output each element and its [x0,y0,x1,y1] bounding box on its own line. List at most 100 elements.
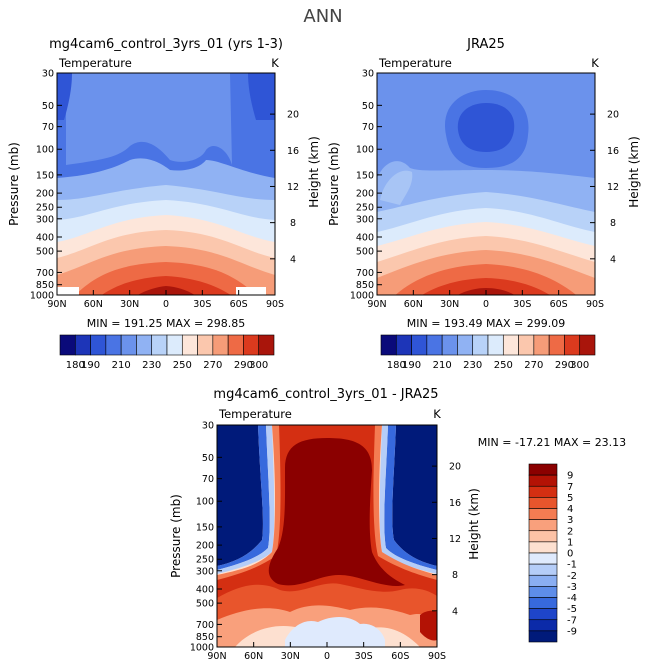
colorbar-label: -1 [567,560,577,571]
height-tick-label: 4 [610,254,616,265]
y-tick-label: 200 [36,189,54,200]
colorbar-label: 230 [463,360,482,371]
height-tick-label: 20 [607,110,619,121]
colorbar-swatch [487,334,504,356]
colorbar-swatch [502,334,519,356]
colorbar-swatch [528,563,558,576]
y-tick-label: 400 [196,584,214,595]
colorbar-swatch [197,334,214,356]
x-tick-label: 30S [355,651,373,662]
colorbar-swatch [528,485,558,498]
x-tick-label: 90N [47,299,66,310]
height-tick-label: 16 [287,146,299,157]
colorbar-swatch [528,474,558,487]
colorbar-label: 3 [567,515,573,526]
stats-label: MIN = -17.21 MAX = 23.13 [478,436,626,449]
colorbar-swatch [528,574,558,587]
y-tick-label: 250 [356,203,374,214]
contour-fill-neg-band-left [217,425,270,570]
colorbar-swatch [380,334,397,356]
colorbar-swatch [105,334,122,356]
y-tick-label: 70 [42,122,54,133]
surface-mask [236,287,266,295]
y-tick-label: 300 [196,566,214,577]
colorbar-label: 190 [402,360,421,371]
x-tick-label: 30S [513,299,531,310]
x-tick-label: 90N [207,651,226,662]
y-tick-label: 50 [362,101,374,112]
colorbar-swatch [166,334,183,356]
colorbar-swatch [548,334,565,356]
contour-fill-200-right [248,73,275,120]
y-tick-label: 400 [356,232,374,243]
x-tick-label: 60N [404,299,423,310]
variable-label: Temperature [58,56,132,70]
x-tick-label: 60N [244,651,263,662]
colorbar-label: 0 [567,549,573,560]
colorbar-swatch [181,334,198,356]
colorbar-swatch [528,552,558,565]
x-tick-label: 30S [193,299,211,310]
colorbar-label: -3 [567,582,577,593]
colorbar-label: 180 [66,360,85,371]
x-tick-label: 30N [440,299,459,310]
colorbar-label: 250 [173,360,192,371]
contour-fill-290 [422,278,550,295]
y-tick-label: 100 [196,497,214,508]
contour-fill-neg-1 [285,616,385,647]
x-tick-label: 30N [281,651,300,662]
colorbar-swatch [426,334,443,356]
y-tick-label: 850 [36,280,54,291]
x-tick-label: 60S [550,299,568,310]
y-tick-label: 1000 [190,643,214,654]
axes: 3050701001502002503004005007008501000481… [190,421,461,663]
height-tick-label: 16 [607,146,619,157]
colorbar-label: -5 [567,604,577,615]
colorbar-label: 180 [387,360,406,371]
colorbar-swatch [528,630,558,643]
contour-fill-neg9-right [392,425,437,566]
units-label: K [591,56,599,70]
x-tick-label: 0 [483,299,489,310]
stats-label: MIN = 193.49 MAX = 299.09 [407,317,565,330]
colorbar-swatch [528,530,558,543]
panel-title: mg4cam6_control_3yrs_01 - JRA25 [213,387,438,402]
colorbar-swatch [528,608,558,621]
y-tick-label: 150 [36,170,54,181]
y-tick-label: 1000 [350,291,374,302]
colorbar-swatch [528,597,558,609]
colorbar-label: -9 [567,626,577,637]
colorbar-swatch [533,334,550,356]
colorbar-swatch [528,586,558,598]
colorbar-swatch [564,334,581,356]
colorbar-label: 1 [567,537,573,548]
y-tick-label: 150 [356,170,374,181]
colorbar-swatch [227,334,244,356]
contour-fill-pos-7 [420,610,437,641]
y-tick-label: 850 [356,280,374,291]
colorbar-label: 270 [203,360,222,371]
colorbar-swatch [441,334,458,356]
colorbar-label: 230 [142,360,161,371]
variable-label: Temperature [218,407,292,421]
x-tick-label: 60S [391,651,409,662]
height-tick-label: 8 [452,570,458,581]
contour-fill-neg9-left [217,425,263,566]
units-label: K [271,56,279,70]
panel-title: JRA25 [466,37,505,52]
variable-label: Temperature [378,56,452,70]
colorbar-label: 2 [567,526,573,537]
height-tick-label: 12 [287,182,299,193]
height-tick-label: 12 [449,534,461,545]
panel-model: mg4cam6_control_3yrs_01 (yrs 1-3) Temper… [7,37,321,371]
colorbar-label: 190 [81,360,100,371]
colorbar-swatch [59,334,76,356]
contour-field [217,425,437,647]
page-title: ANN [303,6,342,27]
colorbar-swatch [90,334,107,356]
y-tick-label: 70 [362,122,374,133]
y-tick-label: 30 [202,421,214,432]
y-tick-label: 300 [36,214,54,225]
